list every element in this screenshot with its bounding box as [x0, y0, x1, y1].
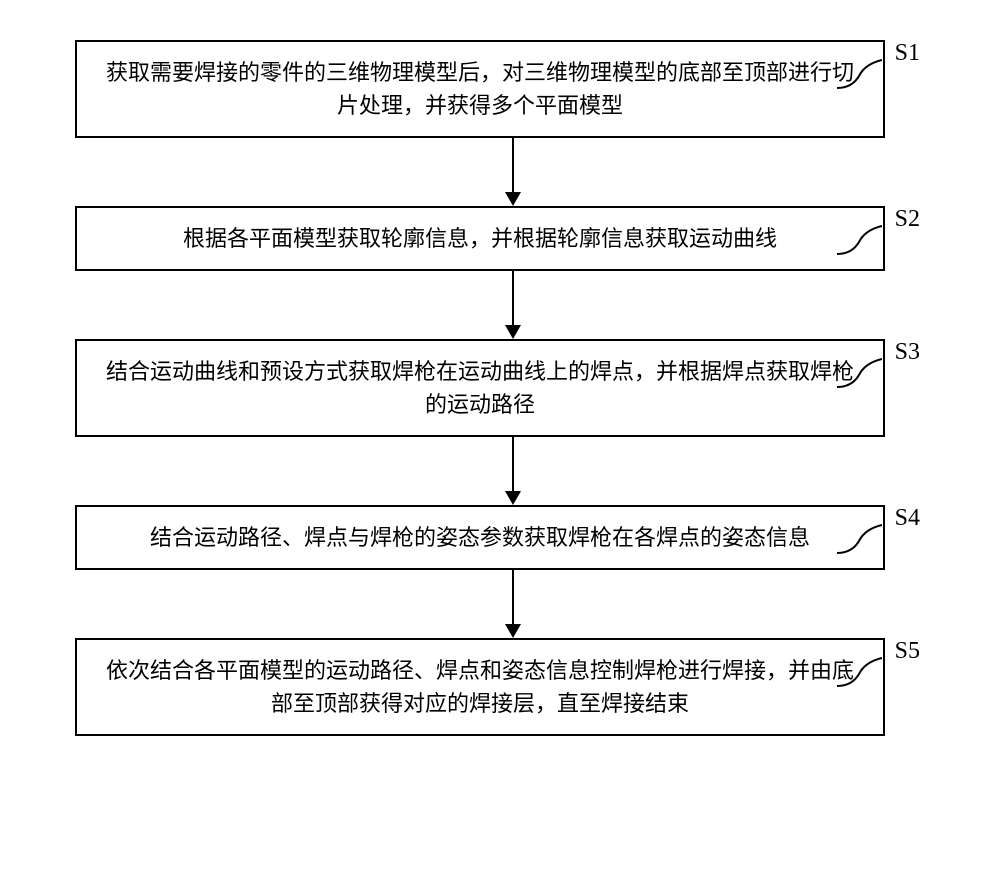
step-text: 根据各平面模型获取轮廓信息，并根据轮廓信息获取运动曲线 — [183, 226, 777, 251]
step-text: 获取需要焊接的零件的三维物理模型后，对三维物理模型的底部至顶部进行切片处理，并获… — [106, 60, 854, 118]
step-label-s5: S5 — [895, 638, 920, 665]
label-connector-icon — [837, 656, 882, 701]
step-text: 依次结合各平面模型的运动路径、焊点和姿态信息控制焊枪进行焊接，并由底部至顶部获得… — [106, 658, 854, 716]
step-label-s2: S2 — [895, 206, 920, 233]
step-row-s1: 获取需要焊接的零件的三维物理模型后，对三维物理模型的底部至顶部进行切片处理，并获… — [50, 40, 950, 138]
arrow-down-icon — [501, 271, 525, 339]
step-label-s3: S3 — [895, 339, 920, 366]
label-connector-icon — [837, 523, 882, 568]
step-box-s1: 获取需要焊接的零件的三维物理模型后，对三维物理模型的底部至顶部进行切片处理，并获… — [75, 40, 885, 138]
step-box-s3: 结合运动曲线和预设方式获取焊枪在运动曲线上的焊点，并根据焊点获取焊枪的运动路径 — [75, 339, 885, 437]
arrow-down-icon — [501, 437, 525, 505]
arrow-down-icon — [501, 138, 525, 206]
label-connector-icon — [837, 58, 882, 103]
step-label-s1: S1 — [895, 40, 920, 67]
step-row-s2: 根据各平面模型获取轮廓信息，并根据轮廓信息获取运动曲线 S2 — [50, 206, 950, 271]
step-box-s4: 结合运动路径、焊点与焊枪的姿态参数获取焊枪在各焊点的姿态信息 — [75, 505, 885, 570]
step-box-s5: 依次结合各平面模型的运动路径、焊点和姿态信息控制焊枪进行焊接，并由底部至顶部获得… — [75, 638, 885, 736]
step-row-s3: 结合运动曲线和预设方式获取焊枪在运动曲线上的焊点，并根据焊点获取焊枪的运动路径 … — [50, 339, 950, 437]
step-box-s2: 根据各平面模型获取轮廓信息，并根据轮廓信息获取运动曲线 — [75, 206, 885, 271]
label-connector-icon — [837, 357, 882, 402]
step-text: 结合运动路径、焊点与焊枪的姿态参数获取焊枪在各焊点的姿态信息 — [150, 525, 810, 550]
arrow-s1-s2 — [108, 138, 918, 206]
arrow-s3-s4 — [108, 437, 918, 505]
step-text: 结合运动曲线和预设方式获取焊枪在运动曲线上的焊点，并根据焊点获取焊枪的运动路径 — [106, 359, 854, 417]
step-row-s4: 结合运动路径、焊点与焊枪的姿态参数获取焊枪在各焊点的姿态信息 S4 — [50, 505, 950, 570]
arrow-down-icon — [501, 570, 525, 638]
arrow-s4-s5 — [108, 570, 918, 638]
flowchart-container: 获取需要焊接的零件的三维物理模型后，对三维物理模型的底部至顶部进行切片处理，并获… — [50, 40, 950, 736]
arrow-s2-s3 — [108, 271, 918, 339]
step-row-s5: 依次结合各平面模型的运动路径、焊点和姿态信息控制焊枪进行焊接，并由底部至顶部获得… — [50, 638, 950, 736]
label-connector-icon — [837, 224, 882, 269]
step-label-s4: S4 — [895, 505, 920, 532]
